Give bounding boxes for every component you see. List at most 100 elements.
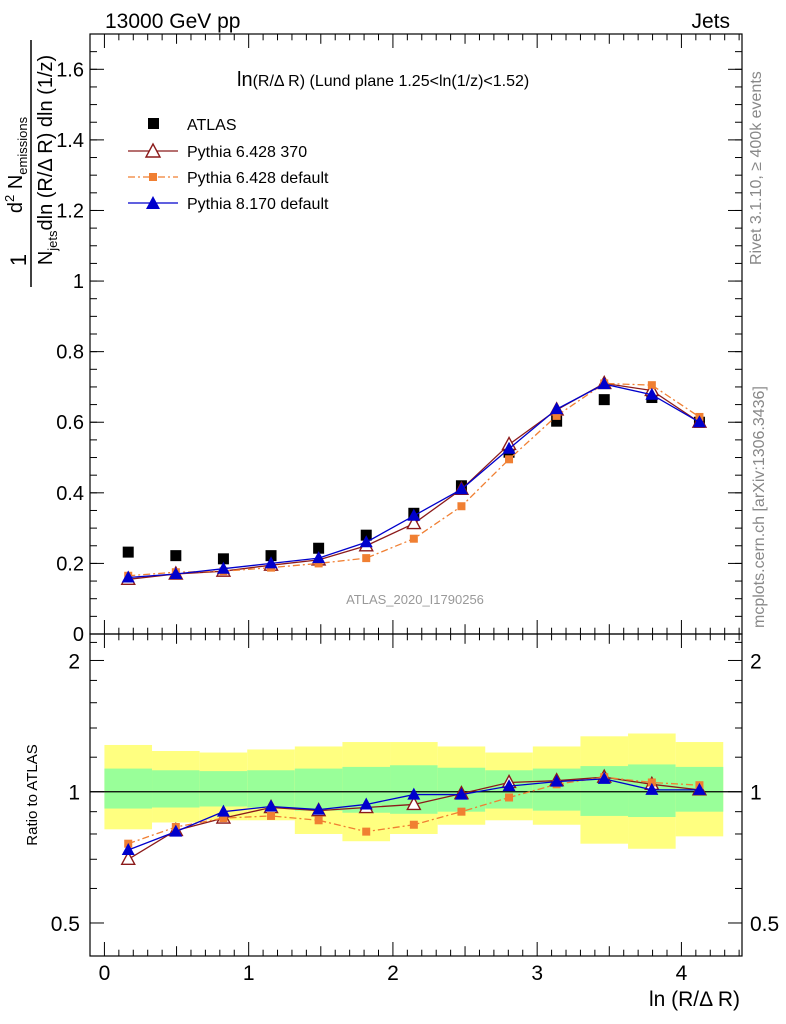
xtick-label: 3	[531, 962, 543, 985]
ratio-point-pythia-8-170-default	[645, 782, 659, 795]
ratio-series-pythia-8-170-default	[121, 771, 706, 856]
ratio-point-pythia-8-170-default	[454, 787, 468, 800]
green-band-bin	[199, 771, 248, 807]
main-ytick-label: 1.6	[56, 59, 84, 81]
main-point-pythia-8-170-default	[597, 377, 611, 390]
xtick-label: 4	[676, 962, 688, 985]
main-point-pythia-8-170-default	[312, 551, 326, 564]
main-y-axis-label: 1 d2 Nemissions Njetsdln (R/Δ R) dln (1/…	[2, 40, 60, 287]
ratio-point-pythia-6-428-default	[505, 793, 514, 802]
main-line-pythia-8-170-default	[128, 383, 700, 579]
plot-title: ln(R/Δ R) (Lund plane 1.25<ln(1/z)<1.52)	[237, 69, 529, 91]
series-layer	[120, 374, 708, 865]
main-point-atlas	[265, 550, 277, 562]
ratio-ytick-label-right: 0.5	[750, 913, 779, 936]
main-point-pythia-8-170-default	[550, 402, 564, 415]
legend-label-pythia8: Pythia 8.170 default	[187, 196, 329, 213]
ratio-ytick-label-right: 1	[750, 782, 762, 805]
main-point-atlas	[598, 394, 610, 406]
legend-label-atlas: ATLAS	[187, 117, 237, 134]
legend-entry-pythia6-default: Pythia 6.428 default	[128, 170, 329, 187]
main-ytick-label: 1.4	[56, 130, 84, 152]
ylabel-denominator: Njetsdln (R/Δ R) dln (1/z)	[35, 55, 60, 265]
main-point-pythia-8-170-default	[359, 535, 373, 548]
main-ytick-label: 0	[73, 624, 84, 646]
header-left: 13000 GeV pp	[105, 10, 240, 33]
ratio-point-pythia-6-428-default	[362, 827, 371, 836]
ratio-point-pythia-6-428-default	[647, 778, 656, 787]
ratio-point-pythia-6-428-default	[457, 807, 466, 816]
legend-entry-pythia6-370: Pythia 6.428 370	[128, 142, 307, 161]
legend-label-pythia6-default: Pythia 6.428 default	[187, 170, 329, 187]
main-series-pythia-6-428-370	[120, 374, 708, 585]
ratio-point-pythia-8-170-default	[692, 782, 706, 795]
ratio-y-axis-label: Ratio to ATLAS	[24, 744, 41, 845]
xtick-label: 0	[99, 962, 111, 985]
ratio-panel-frame	[89, 633, 743, 957]
ratio-point-pythia-8-170-default	[216, 804, 230, 817]
green-band-bin	[152, 770, 200, 808]
main-point-pythia-6-428-default	[314, 559, 323, 568]
main-ytick-label: 1	[73, 271, 84, 293]
ratio-point-pythia-8-170-default	[407, 787, 421, 800]
ratio-point-pythia-8-170-default	[312, 802, 326, 815]
main-line-pythia-6-428-370	[128, 382, 700, 580]
main-point-atlas	[122, 546, 134, 558]
main-ytick-label: 0.8	[56, 342, 84, 364]
green-band-bin	[104, 768, 153, 809]
ylabel-numerator: d2 Nemissions	[2, 116, 30, 213]
ratio-ytick-label-left: 1	[68, 782, 80, 805]
ratio-point-pythia-6-428-default	[219, 814, 228, 823]
legend-marker-pythia8	[146, 196, 160, 209]
main-point-pythia-8-170-default	[407, 508, 421, 521]
main-ytick-label: 0.2	[56, 553, 84, 575]
main-ytick-label: 1.2	[56, 200, 84, 222]
ratio-uncertainty-bands	[104, 733, 724, 849]
legend-marker-pythia6-370	[144, 142, 162, 158]
main-point-pythia-6-428-default	[647, 381, 656, 390]
main-ytick-label: 0.6	[56, 412, 84, 434]
main-point-pythia-8-170-default	[216, 561, 230, 574]
legend-entry-pythia8: Pythia 8.170 default	[128, 196, 329, 213]
ratio-point-pythia-8-170-default	[359, 797, 373, 810]
header-right: Jets	[691, 10, 730, 33]
main-line-pythia-6-428-default	[128, 382, 700, 577]
ratio-point-pythia-8-170-default	[550, 774, 564, 787]
main-point-pythia-6-428-default	[505, 455, 514, 464]
ratio-point-pythia-6-428-default	[409, 820, 418, 829]
ratio-point-pythia-8-170-default	[502, 779, 516, 792]
ratio-point-pythia-8-170-default	[169, 824, 183, 837]
main-point-pythia-8-170-default	[502, 441, 516, 454]
main-point-pythia-8-170-default	[264, 556, 278, 569]
mcplots-label: mcplots.cern.ch [arXiv:1306.3436]	[751, 386, 768, 628]
ratio-ytick-label-left: 2	[68, 650, 80, 673]
main-point-pythia-8-170-default	[692, 415, 706, 428]
ratio-point-pythia-6-428-default	[267, 811, 276, 820]
main-point-pythia-8-170-default	[645, 387, 659, 400]
main-point-atlas	[551, 415, 563, 427]
ratio-point-pythia-6-428-default	[314, 816, 323, 825]
main-point-pythia-8-170-default	[121, 570, 135, 583]
legend-label-pythia6-370: Pythia 6.428 370	[187, 144, 307, 161]
legend-marker-atlas	[148, 118, 159, 129]
main-point-pythia-6-428-default	[362, 554, 371, 563]
ratio-point-pythia-8-170-default	[121, 843, 135, 856]
x-axis-label: ln (R/Δ R)	[649, 988, 740, 1011]
main-point-atlas	[217, 553, 229, 565]
xtick-label: 1	[243, 962, 255, 985]
ylabel-one: 1	[6, 254, 31, 266]
main-series-pythia-8-170-default	[121, 377, 706, 583]
analysis-watermark: ATLAS_2020_I1790256	[346, 592, 484, 607]
main-point-pythia-8-170-default	[169, 567, 183, 579]
ratio-ytick-label-left: 0.5	[51, 913, 80, 936]
main-point-pythia-6-428-370	[406, 515, 422, 530]
legend: ATLAS Pythia 6.428 370 Pythia 6.428 defa…	[128, 117, 329, 213]
main-point-atlas	[313, 542, 325, 554]
ratio-point-pythia-6-428-370	[406, 795, 422, 811]
ratio-ytick-label-right: 2	[750, 650, 762, 673]
main-point-atlas	[170, 550, 182, 562]
axis-ticks: 0 0.2 0.4 0.6 0.8 1 1.2 1.4 1.6 0.5 0.5 1 1 2 2 0 1 2 3 4	[51, 33, 779, 985]
main-series-pythia-6-428-default	[124, 379, 704, 580]
legend-entry-atlas: ATLAS	[148, 117, 237, 134]
